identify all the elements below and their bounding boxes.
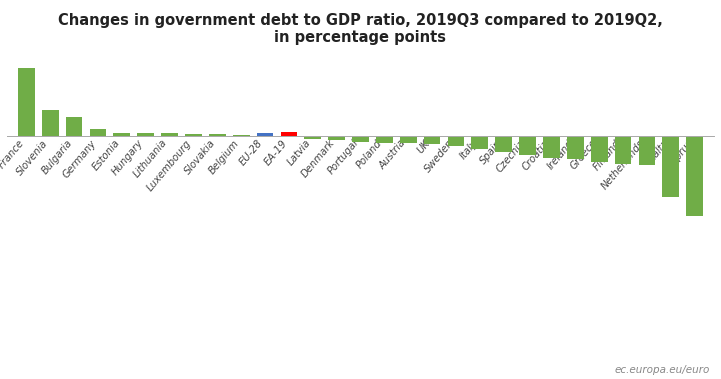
Bar	[113, 133, 131, 136]
Title: Changes in government debt to GDP ratio, 2019Q3 compared to 2019Q2,
in percentag: Changes in government debt to GDP ratio,…	[58, 13, 663, 45]
Bar	[185, 134, 202, 136]
Bar	[448, 136, 464, 146]
Bar	[352, 136, 369, 142]
Bar	[400, 136, 417, 143]
Bar	[686, 136, 703, 216]
Bar	[663, 136, 679, 197]
Bar	[18, 68, 35, 136]
Bar	[233, 135, 249, 136]
Bar	[495, 136, 512, 152]
Bar	[137, 133, 154, 136]
Bar	[328, 136, 345, 140]
Bar	[304, 136, 321, 139]
Bar	[209, 134, 226, 136]
Bar	[280, 132, 297, 136]
Text: ec.europa.eu/euro: ec.europa.eu/euro	[615, 365, 710, 375]
Bar	[89, 129, 106, 136]
Bar	[162, 133, 178, 136]
Bar	[567, 136, 584, 159]
Bar	[519, 136, 536, 155]
Bar	[257, 133, 273, 136]
Bar	[543, 136, 559, 158]
Bar	[590, 136, 608, 162]
Bar	[424, 136, 441, 144]
Bar	[472, 136, 488, 149]
Bar	[639, 136, 655, 165]
Bar	[42, 110, 58, 136]
Bar	[615, 136, 632, 164]
Bar	[66, 117, 82, 136]
Bar	[376, 136, 393, 143]
